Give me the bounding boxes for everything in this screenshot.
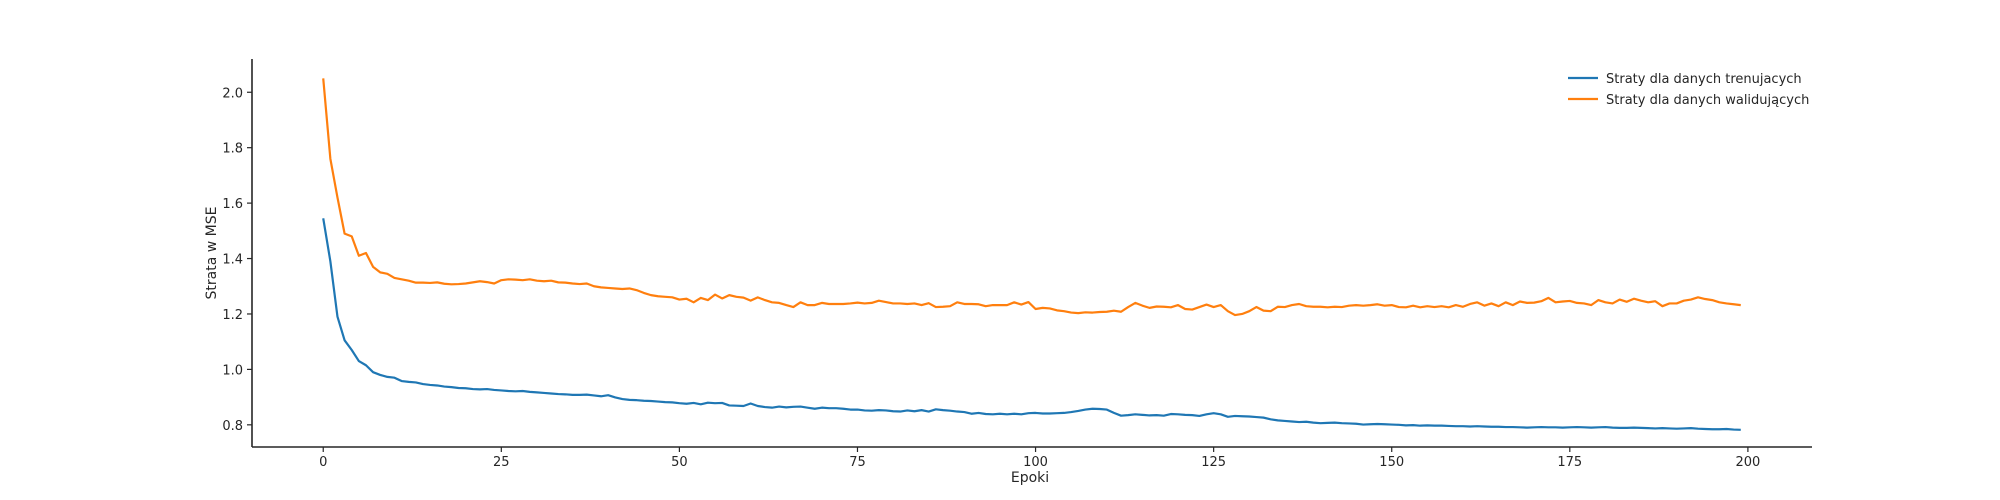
x-tick-label: 25: [493, 455, 510, 470]
train-loss-line: [322, 218, 1741, 431]
legend-label-train: Straty dla danych trenujacych: [1606, 72, 1802, 87]
y-axis-label: Strata w MSE: [204, 207, 220, 300]
y-tick-label: 1.6: [222, 197, 243, 212]
y-tick-label: 1.2: [222, 308, 243, 323]
x-axis-label: Epoki: [1011, 470, 1049, 486]
legend: Straty dla danych trenujacych Straty dla…: [1568, 72, 1809, 108]
validation-loss-line: [322, 78, 1741, 317]
y-tick-label: 1.8: [222, 142, 243, 157]
y-tick-label: 0.8: [222, 419, 243, 434]
x-tick-label: 100: [1023, 455, 1048, 470]
x-tick-label: 75: [849, 455, 866, 470]
axes: [251, 59, 1812, 448]
series-group: [322, 78, 1741, 431]
x-tick-label: 125: [1201, 455, 1226, 470]
y-tick-label: 1.4: [222, 253, 243, 268]
x-tick-label: 200: [1735, 455, 1760, 470]
y-ticks: 0.8 1.0 1.2 1.4 1.6 1.8 2.0: [222, 86, 252, 434]
x-ticks: 0 25 50 75 100 125 150 175 200: [319, 447, 1760, 470]
legend-label-validation: Straty dla danych walidujących: [1606, 93, 1809, 108]
x-tick-label: 50: [671, 455, 688, 470]
y-tick-label: 1.0: [222, 363, 243, 378]
x-tick-label: 0: [319, 455, 327, 470]
y-tick-label: 2.0: [222, 86, 243, 101]
x-tick-label: 150: [1379, 455, 1404, 470]
x-tick-label: 175: [1557, 455, 1582, 470]
